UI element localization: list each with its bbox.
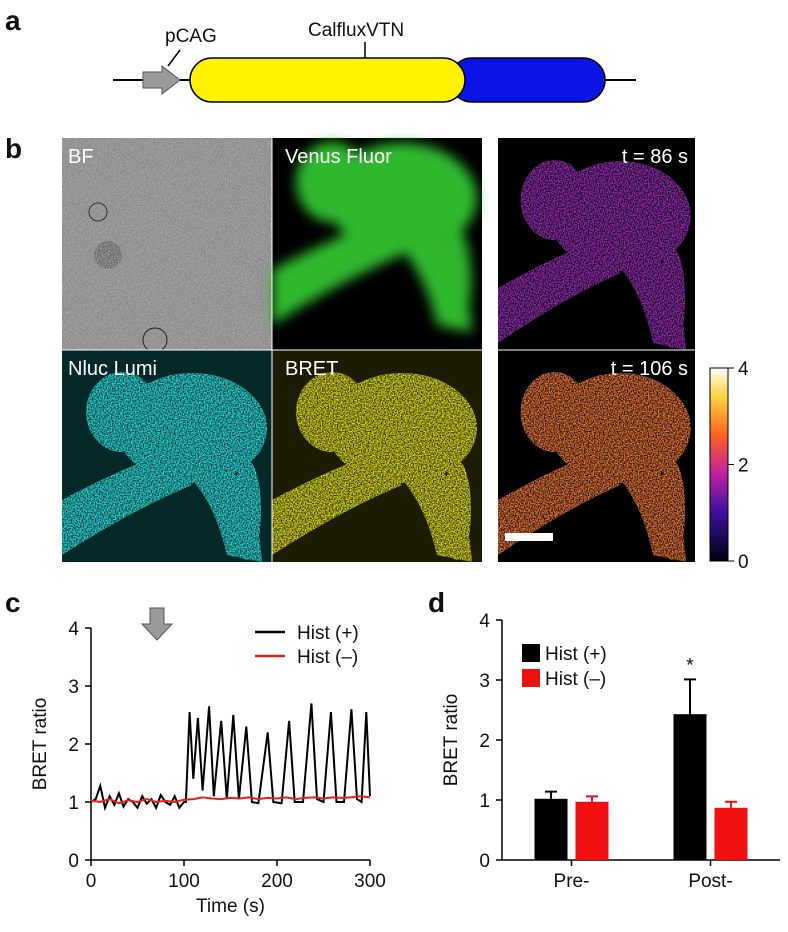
panel-label: a <box>5 5 21 36</box>
venus-domain <box>189 57 466 103</box>
colorbar-tick-label: 4 <box>738 359 749 380</box>
y-tick-label: 3 <box>479 671 490 692</box>
annotation: * <box>686 655 694 676</box>
micrograph-bret <box>272 350 482 562</box>
y-tick-label: 1 <box>68 793 79 814</box>
x-tick-label: Post- <box>688 871 732 892</box>
promoter-arrow <box>142 64 181 96</box>
colorbar-ticks: 0 2 4 <box>728 359 749 573</box>
bar <box>534 798 568 860</box>
legend-swatch <box>522 644 540 662</box>
leader <box>167 49 181 67</box>
y-tick-label: 4 <box>68 619 79 640</box>
nluc-domain <box>449 57 606 103</box>
bret-image-86 <box>498 138 695 350</box>
x-tick-label: Pre- <box>554 871 590 892</box>
panel-label: c <box>5 587 21 618</box>
micrograph-nluc <box>62 350 272 562</box>
y-tick-label: 0 <box>68 851 79 872</box>
gene-label: CalfluxVTN <box>308 20 404 41</box>
legend-swatch <box>522 669 540 687</box>
panel-label: b <box>5 133 22 164</box>
legend-label: Hist (–) <box>297 647 358 668</box>
x-axis-label: Time (s) <box>196 896 265 917</box>
y-axis-label: BRET ratio <box>30 698 51 791</box>
y-tick-label: 3 <box>68 677 79 698</box>
series-line <box>90 795 371 805</box>
x-tick-label: 0 <box>86 871 97 892</box>
bar <box>673 714 707 860</box>
x-tick-label: 200 <box>261 871 293 892</box>
panel-label: d <box>428 587 445 618</box>
bar <box>575 801 609 860</box>
image-label: Venus Fluor <box>285 146 392 168</box>
legend-label: Hist (+) <box>545 644 607 665</box>
legend-label: Hist (–) <box>545 669 606 690</box>
chart-c: 0 1 2 3 4 BRET ratio 0 100 200 300 Time (s) Hist (+… <box>30 619 386 917</box>
y-tick-label: 2 <box>68 735 79 756</box>
stimulus-arrow <box>140 607 174 641</box>
chart-d: 0 1 2 3 4 BRET ratio Pre- Post- * Hist (+) Hist (–… <box>441 611 780 892</box>
micrograph-venus <box>272 138 482 350</box>
colorbar-tick-label: 2 <box>738 456 749 477</box>
y-tick-label: 1 <box>479 791 490 812</box>
bret-image-106 <box>498 350 695 562</box>
series-line <box>90 703 371 812</box>
y-tick-label: 0 <box>479 851 490 872</box>
micrograph-bf <box>62 138 272 353</box>
image-label: Nluc Lumi <box>68 358 157 380</box>
y-tick-label: 2 <box>479 731 490 752</box>
time-label: t = 106 s <box>611 358 688 380</box>
y-axis-label: BRET ratio <box>441 694 462 787</box>
legend-label: Hist (+) <box>297 623 359 644</box>
time-label: t = 86 s <box>622 146 688 168</box>
colorbar <box>709 367 729 562</box>
image-label: BF <box>68 146 94 168</box>
x-tick-label: 100 <box>168 871 200 892</box>
promoter-label: pCAG <box>165 26 217 47</box>
y-tick-label: 4 <box>479 611 490 632</box>
colorbar-tick-label: 0 <box>738 552 749 573</box>
x-tick-label: 300 <box>354 871 386 892</box>
bar <box>714 807 748 860</box>
image-label: BRET <box>285 358 338 380</box>
